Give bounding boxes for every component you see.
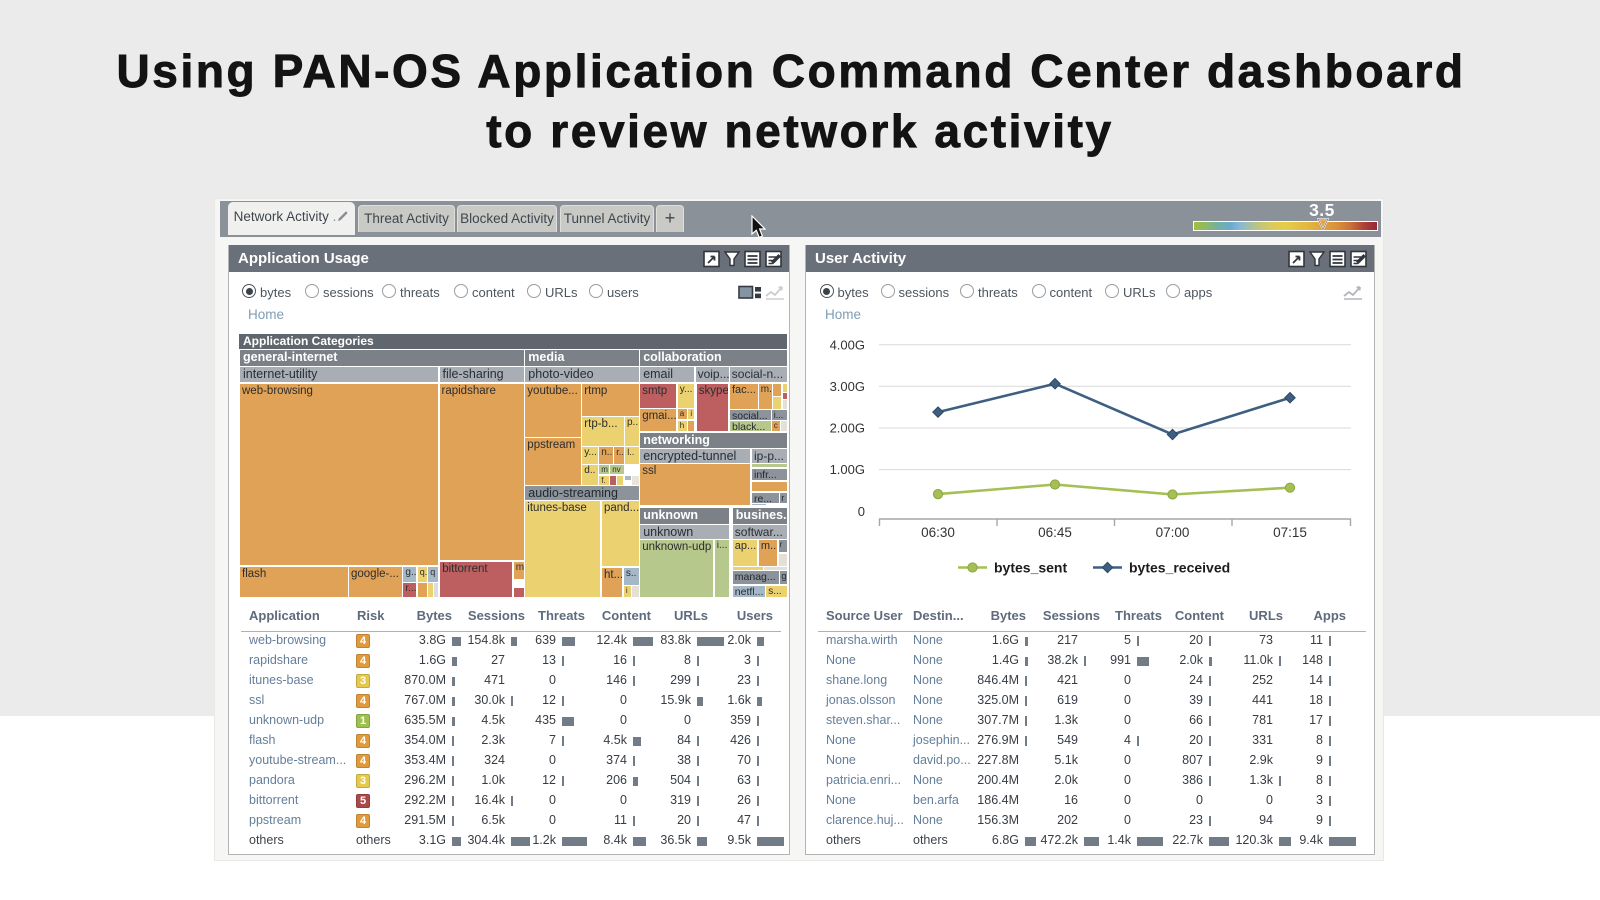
- svg-text:bytes_received: bytes_received: [1129, 560, 1230, 576]
- svg-text:3.00G: 3.00G: [830, 379, 865, 394]
- svg-text:07:15: 07:15: [1273, 525, 1307, 540]
- svg-text:06:45: 06:45: [1038, 525, 1072, 540]
- svg-text:0: 0: [858, 504, 865, 519]
- svg-text:07:00: 07:00: [1156, 525, 1190, 540]
- svg-text:06:30: 06:30: [921, 525, 955, 540]
- svg-text:2.00G: 2.00G: [830, 421, 865, 436]
- svg-text:bytes_sent: bytes_sent: [994, 560, 1067, 576]
- svg-text:4.00G: 4.00G: [830, 337, 865, 352]
- svg-text:1.00G: 1.00G: [830, 462, 865, 477]
